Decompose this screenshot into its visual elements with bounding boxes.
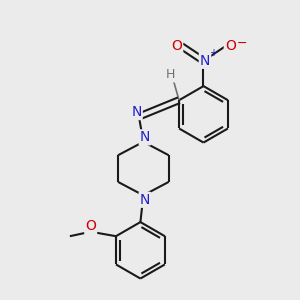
Text: O: O <box>225 39 236 53</box>
Text: O: O <box>85 219 96 233</box>
Text: N: N <box>140 193 150 207</box>
Text: O: O <box>171 39 182 53</box>
Text: N: N <box>200 54 210 68</box>
Text: +: + <box>209 47 217 58</box>
Text: N: N <box>140 130 150 144</box>
Text: −: − <box>237 37 247 50</box>
Text: H: H <box>165 68 175 82</box>
Text: N: N <box>131 105 142 119</box>
